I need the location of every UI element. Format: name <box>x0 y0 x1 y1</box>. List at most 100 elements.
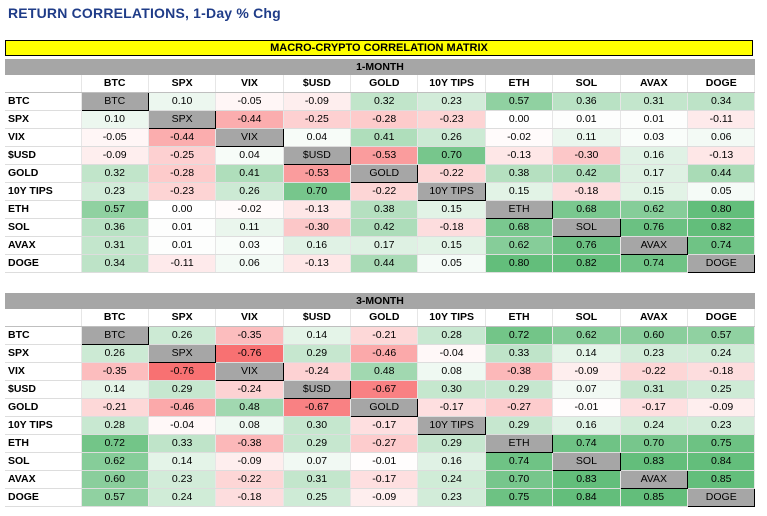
correlation-cell: -0.28 <box>148 164 217 183</box>
table-row-10y-tips: 10Y TIPS 0.28 -0.04 0.08 0.30 -0.17 10Y TIPS 0.… <box>5 416 756 435</box>
correlation-cell: 0.33 <box>485 344 554 363</box>
correlation-cell: 0.70 <box>417 146 486 165</box>
correlation-cell: 0.00 <box>148 200 217 219</box>
correlation-cell: -0.17 <box>350 470 419 489</box>
column-header-btc: BTC <box>81 75 149 93</box>
correlation-cell: 0.29 <box>485 380 554 399</box>
correlation-cell: 0.62 <box>81 452 149 471</box>
row-label: SOL <box>5 218 82 237</box>
correlation-cell: 0.32 <box>350 92 419 111</box>
correlation-cell: 0.00 <box>485 110 554 129</box>
correlation-cell: -0.44 <box>215 110 284 129</box>
table-row-spx: SPX 0.26 SPX -0.76 0.29 -0.46 -0.04 0.33 0.14 0.2… <box>5 344 756 363</box>
correlation-cell: -0.46 <box>148 398 217 417</box>
table-row-btc: BTC BTC 0.10 -0.05 -0.09 0.32 0.23 0.57 0.36 0.31… <box>5 92 756 111</box>
column-header-doge: DOGE <box>687 75 756 93</box>
correlation-cell: -0.27 <box>350 434 419 453</box>
diagonal-cell: SPX <box>147 110 217 129</box>
correlation-cell: -0.09 <box>350 488 419 507</box>
correlation-cell: 0.10 <box>81 110 149 129</box>
column-header-btc: BTC <box>81 309 149 327</box>
correlation-cell: 0.23 <box>687 416 756 435</box>
correlation-cell: 0.28 <box>417 326 486 345</box>
correlation-cell: 0.60 <box>81 470 149 489</box>
correlation-cell: -0.09 <box>552 362 621 381</box>
correlation-cell: -0.13 <box>283 200 352 219</box>
correlation-cell: 0.25 <box>687 380 756 399</box>
correlation-cell: 0.82 <box>687 218 756 237</box>
correlation-cell: -0.24 <box>215 380 284 399</box>
correlation-cell: -0.28 <box>350 110 419 129</box>
correlation-cell: -0.30 <box>283 218 352 237</box>
row-label: GOLD <box>5 398 82 417</box>
correlation-cell: -0.30 <box>552 146 621 165</box>
correlation-cell: 0.70 <box>620 434 689 453</box>
correlation-cell: 0.16 <box>417 452 486 471</box>
correlation-cell: 0.42 <box>350 218 419 237</box>
correlation-cell: 0.84 <box>687 452 756 471</box>
column-header-sol: SOL <box>552 309 621 327</box>
table-row-sol: SOL 0.36 0.01 0.11 -0.30 0.42 -0.18 0.68 SOL 0.76… <box>5 218 756 237</box>
correlation-cell: 0.41 <box>350 128 419 147</box>
diagonal-cell: ETH <box>484 434 554 453</box>
diagonal-cell: DOGE <box>687 488 756 507</box>
correlation-cell: 0.34 <box>687 92 756 111</box>
correlation-cell: -0.04 <box>148 416 217 435</box>
correlation-cell: 0.57 <box>687 326 756 345</box>
correlation-cell: 0.07 <box>283 452 352 471</box>
correlation-cell: 0.80 <box>485 254 554 273</box>
correlation-cell: 0.42 <box>552 164 621 183</box>
table-row-sol: SOL 0.62 0.14 -0.09 0.07 -0.01 0.16 0.74 SOL 0.83… <box>5 452 756 471</box>
correlation-cell: -0.21 <box>81 398 149 417</box>
correlation-cell: 0.83 <box>620 452 689 471</box>
correlation-cell: 0.15 <box>417 200 486 219</box>
correlation-cell: 0.32 <box>81 164 149 183</box>
correlation-cell: -0.01 <box>552 398 621 417</box>
diagonal-cell: BTC <box>80 326 149 345</box>
correlation-cell: 0.48 <box>215 398 284 417</box>
correlation-cell: -0.67 <box>283 398 352 417</box>
diagonal-cell: VIX <box>215 362 284 381</box>
correlation-cell: -0.38 <box>485 362 554 381</box>
diagonal-cell: 10Y TIPS <box>417 416 486 435</box>
row-label: $USD <box>5 380 82 399</box>
row-label: $USD <box>5 146 82 165</box>
row-label: DOGE <box>5 254 82 273</box>
correlation-cell: 0.10 <box>148 92 217 111</box>
correlation-cell: 0.26 <box>148 326 217 345</box>
correlation-cell: 0.04 <box>215 146 284 165</box>
correlation-cell: 0.68 <box>485 218 554 237</box>
correlation-cell: 0.01 <box>148 236 217 255</box>
diagonal-cell: DOGE <box>687 254 756 273</box>
correlation-cell: -0.22 <box>620 362 689 381</box>
correlation-cell: 0.83 <box>552 470 621 489</box>
table-row-eth: ETH 0.72 0.33 -0.38 0.29 -0.27 0.29 ETH 0.74 0.70… <box>5 434 756 453</box>
correlation-cell: -0.17 <box>620 398 689 417</box>
correlation-cell: 0.57 <box>485 92 554 111</box>
correlation-cell: -0.23 <box>417 110 486 129</box>
correlation-cell: 0.24 <box>417 470 486 489</box>
column-header-vix: VIX <box>215 309 284 327</box>
correlation-cell: 0.38 <box>485 164 554 183</box>
column-header-avax: AVAX <box>620 309 689 327</box>
row-label: ETH <box>5 434 82 453</box>
column-header-10y-tips: 10Y TIPS <box>417 309 486 327</box>
correlation-cell: 0.38 <box>350 200 419 219</box>
row-label: ETH <box>5 200 82 219</box>
correlation-cell: 0.74 <box>552 434 621 453</box>
row-label: 10Y TIPS <box>5 182 82 201</box>
correlation-cell: -0.09 <box>215 452 284 471</box>
correlation-cell: 0.72 <box>485 326 554 345</box>
correlation-cell: 0.31 <box>620 380 689 399</box>
table-row-10y-tips: 10Y TIPS 0.23 -0.23 0.26 0.70 -0.22 10Y TIPS 0.… <box>5 182 756 201</box>
correlation-cell: 0.57 <box>81 488 149 507</box>
column-header-10y-tips: 10Y TIPS <box>417 75 486 93</box>
column-header-row: BTC SPX VIX $USD GOLD 10Y TIPS ETH SOL AVAX DOGE <box>5 309 756 327</box>
correlation-cell: 0.62 <box>620 200 689 219</box>
column-header-eth: ETH <box>485 75 554 93</box>
section-title: 1-MONTH <box>5 59 755 75</box>
correlation-cell: 0.29 <box>283 344 352 363</box>
column-header-avax: AVAX <box>620 75 689 93</box>
correlation-cell: -0.21 <box>350 326 419 345</box>
correlation-cell: 0.23 <box>81 182 149 201</box>
